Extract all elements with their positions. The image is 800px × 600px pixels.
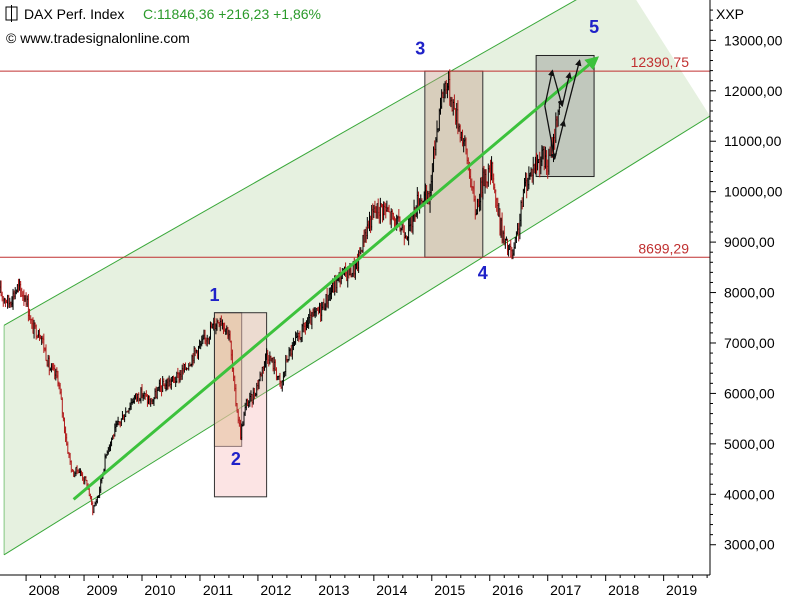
forecast-arrow-1 [544, 69, 555, 107]
x-tick-label: 2013 [318, 582, 349, 598]
y-tick-label: 13000,00 [724, 32, 783, 48]
x-tick-label: 2008 [29, 582, 60, 598]
y-tick-label: 3000,00 [724, 537, 775, 553]
channel-lower-line [3, 115, 710, 556]
instrument-name: DAX Perf. Index [24, 6, 124, 22]
y-tick-label: 7000,00 [724, 335, 775, 351]
instrument-quote: C:11846,36 +216,23 +1,86% [143, 6, 321, 22]
forecast-arrow-6 [563, 59, 582, 122]
wave-label-5: 5 [589, 17, 599, 37]
wave-label-4: 4 [478, 263, 488, 283]
level-label-2: 8699,29 [638, 240, 689, 256]
x-tick-label: 2009 [86, 582, 117, 598]
y-tick-label: 5000,00 [724, 436, 775, 452]
x-tick-label: 2010 [144, 582, 175, 598]
source-credit: © www.tradesignalonline.com [6, 30, 190, 46]
x-tick-label: 2011 [203, 582, 233, 598]
x-tick-label: 2015 [434, 582, 465, 598]
trend-arrow [72, 56, 600, 501]
y-tick-label: 6000,00 [724, 385, 775, 401]
y-axis-ticks: 3000,00 4000,00 5000,00 6000,00 7000,00 8000,… [710, 9, 783, 553]
x-tick-label: 2017 [550, 582, 581, 598]
wave-label-1: 1 [209, 285, 219, 305]
wave-label-2: 2 [231, 449, 241, 469]
channel-upper-line [3, 0, 577, 326]
level-label-1: 12390,75 [631, 54, 690, 70]
exchange-code: XXP [716, 6, 744, 22]
x-tick-label: 2014 [376, 582, 407, 598]
trend-channel-fill [4, 0, 710, 555]
y-tick-label: 11000,00 [724, 133, 782, 149]
plot-area: 12390,75 8699,29 1 2 3 4 5 [0, 0, 710, 556]
y-tick-label: 10000,00 [724, 184, 783, 200]
x-axis-ticks: 2008 2009 2010 2011 2012 2013 2014 2015 2016 2017… [25, 575, 708, 598]
forecast-arrow-5 [554, 119, 566, 160]
forecast-arrow-4 [544, 105, 557, 161]
y-tick-label: 4000,00 [724, 486, 775, 502]
y-tick-label: 8000,00 [724, 285, 775, 301]
x-tick-label: 2019 [666, 582, 697, 598]
y-tick-label: 12000,00 [724, 83, 783, 99]
x-tick-label: 2018 [608, 582, 639, 598]
y-tick-label: 9000,00 [724, 234, 775, 250]
price-series [0, 69, 561, 516]
x-tick-label: 2012 [260, 582, 291, 598]
x-tick-label: 2016 [492, 582, 523, 598]
forecast-arrow-2 [551, 70, 564, 108]
forecast-arrow-3 [561, 71, 572, 107]
wave-label-3: 3 [415, 38, 425, 58]
wave-box-2 [213, 312, 268, 498]
